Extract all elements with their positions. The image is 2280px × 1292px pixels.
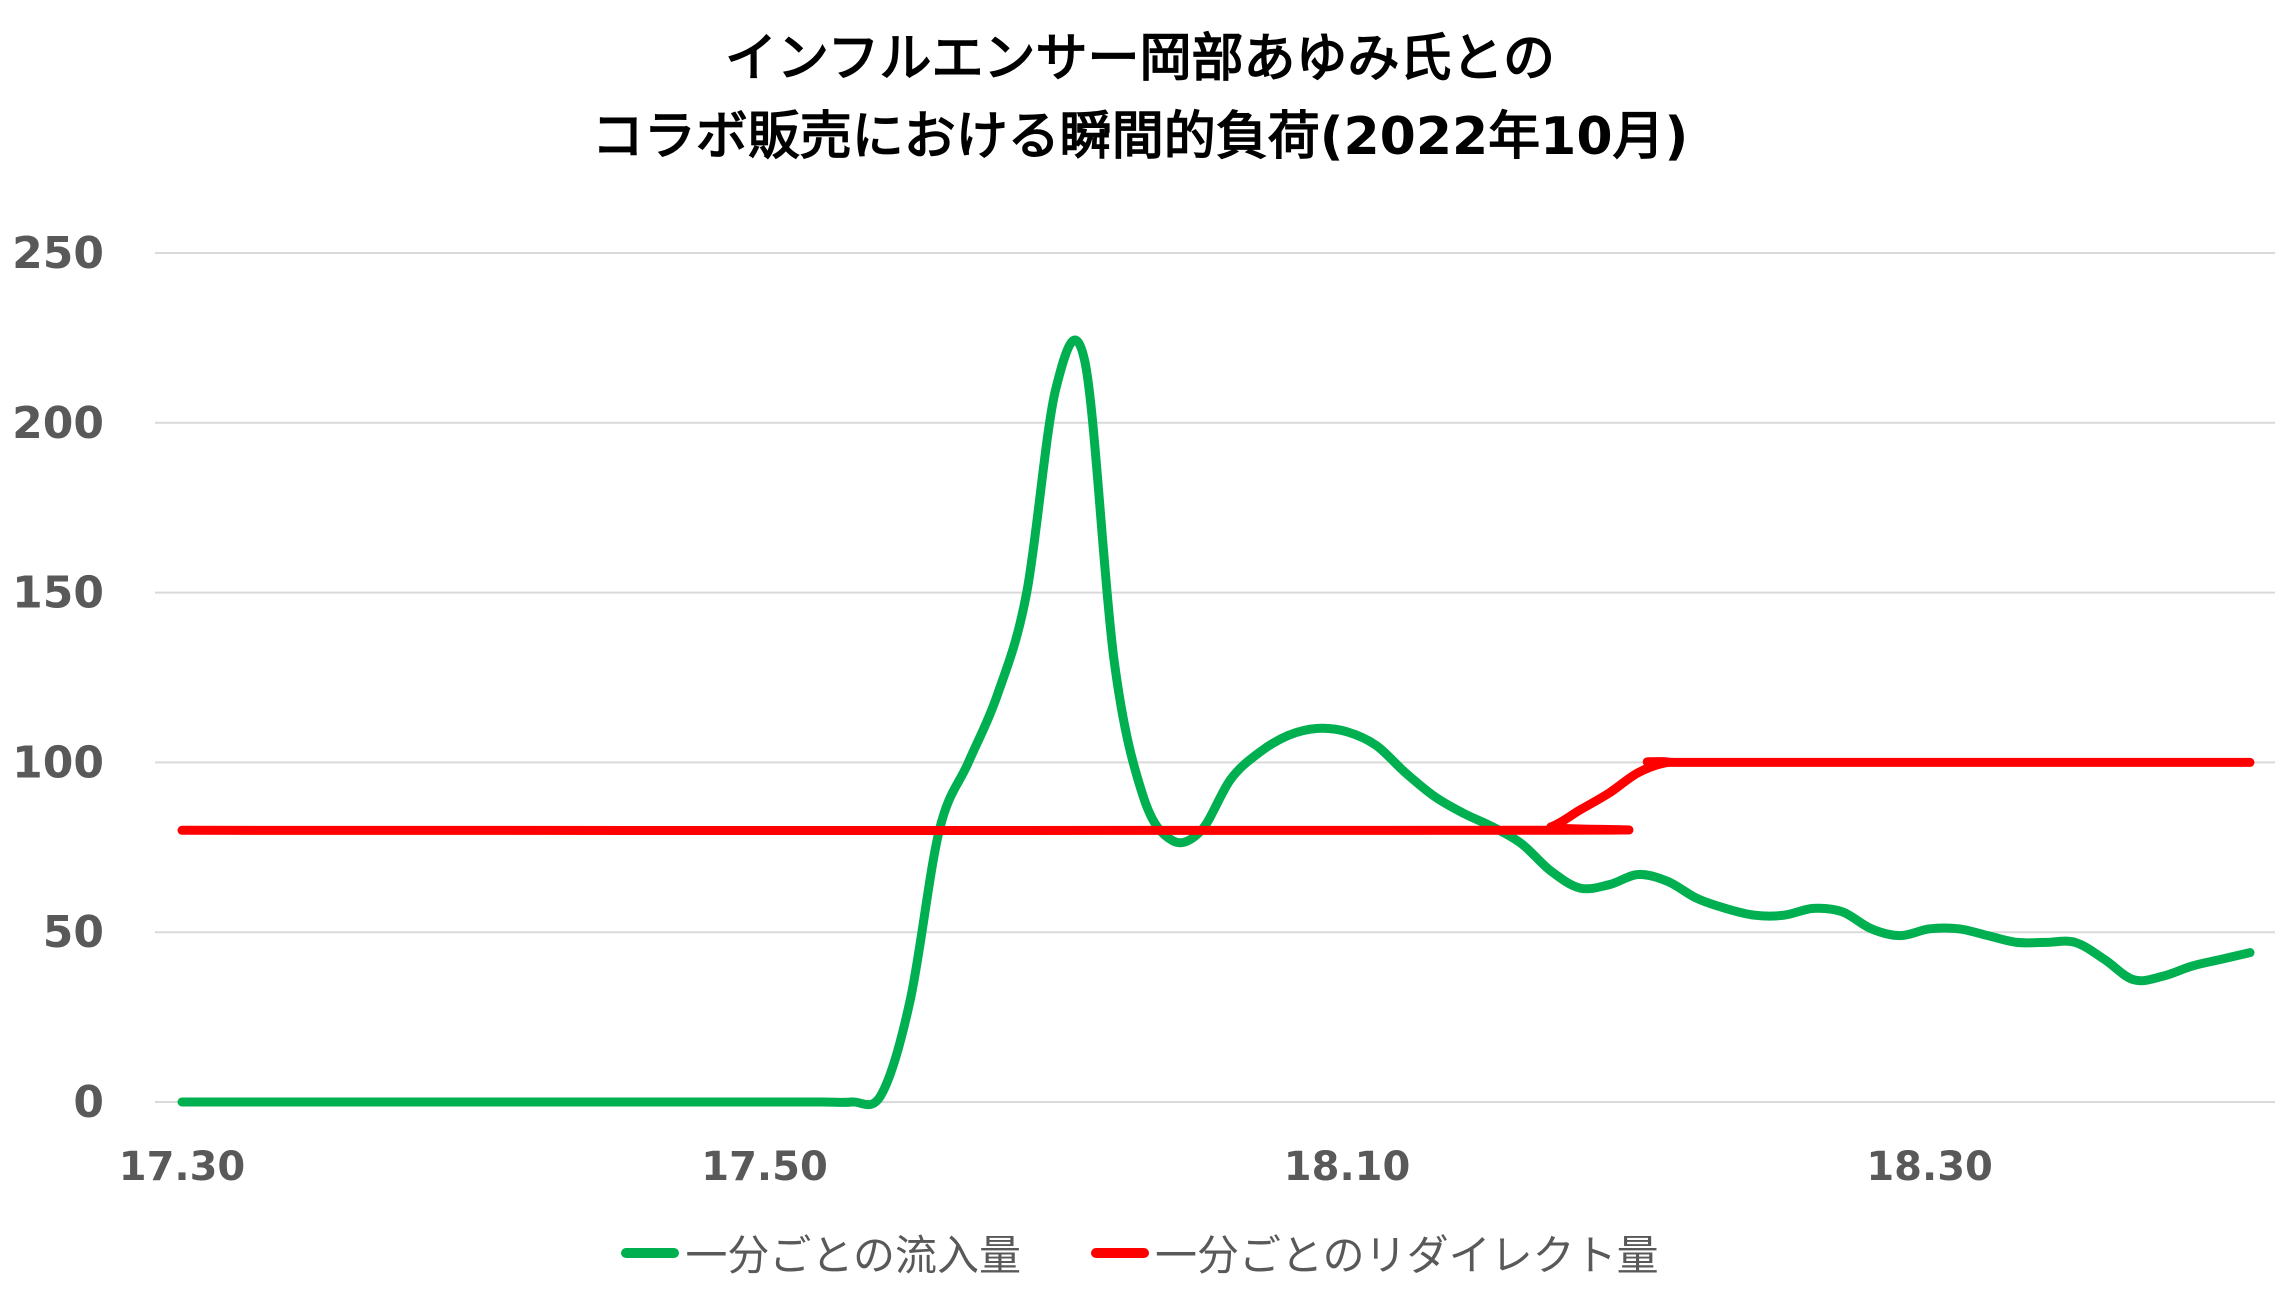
series-lines [177, 335, 2255, 1110]
y-tick-label: 150 [12, 568, 104, 619]
legend-item-redirect: 一分ごとのリダイレクト量 [1091, 1222, 1659, 1283]
legend-swatch-inflow [621, 1247, 680, 1258]
legend-item-inflow: 一分ごとの流入量 [621, 1222, 1021, 1283]
chart-title-line-1: インフルエンサー岡部あゆみ氏との [725, 29, 1555, 89]
legend-label-redirect: 一分ごとのリダイレクト量 [1155, 1231, 1659, 1280]
chart-title-line-2: コラボ販売における瞬間的負荷(2022年10月) [591, 107, 1689, 167]
x-tick-label: 17.30 [119, 1144, 246, 1190]
x-tick-label: 18.30 [1866, 1144, 1993, 1190]
y-tick-label: 250 [12, 228, 104, 279]
x-tick-label: 17.50 [701, 1144, 828, 1190]
legend-label-inflow: 一分ごとの流入量 [685, 1231, 1021, 1280]
chart-title: インフルエンサー岡部あゆみ氏との コラボ販売における瞬間的負荷(2022年10月… [0, 20, 2280, 176]
legend: 一分ごとの流入量 一分ごとのリダイレクト量 [0, 1222, 2280, 1283]
gridlines [155, 252, 2275, 1103]
y-tick-label: 0 [73, 1077, 104, 1128]
y-axis-tick-labels: 0 50 100 150 200 250 [12, 228, 104, 1128]
series-line-redirect [177, 757, 2255, 836]
x-tick-label: 18.10 [1284, 1144, 1411, 1190]
y-tick-label: 100 [12, 737, 104, 788]
y-tick-label: 50 [43, 907, 104, 958]
y-tick-label: 200 [12, 398, 104, 449]
x-axis-tick-labels: 17.30 17.50 18.10 18.30 [119, 1144, 1993, 1190]
series-line-inflow [177, 335, 2255, 1110]
legend-swatch-redirect [1091, 1247, 1149, 1258]
